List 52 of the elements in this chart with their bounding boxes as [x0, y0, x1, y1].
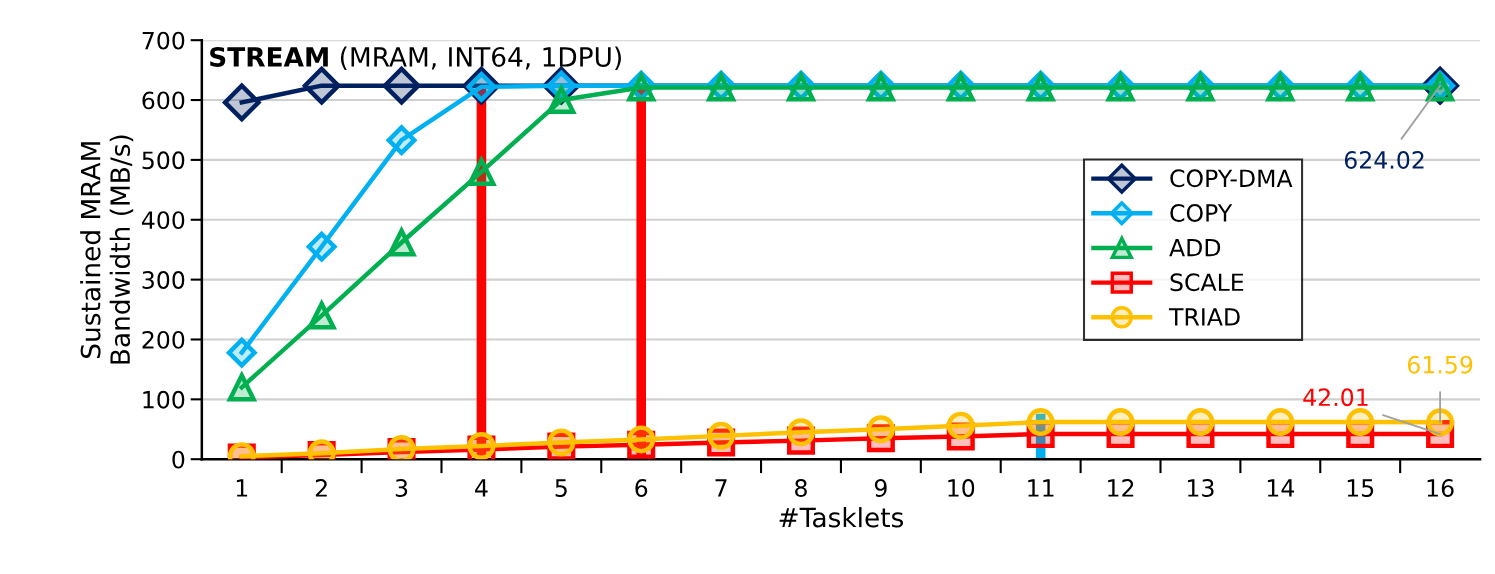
y-tick-label: 700: [142, 31, 185, 50]
y-axis-title: Sustained MRAM Bandwidth (MB/s): [80, 135, 134, 364]
x-tick-label: 7: [715, 479, 727, 497]
annotation: 42.01: [1303, 388, 1368, 407]
point: [386, 125, 417, 156]
point: [1426, 408, 1455, 437]
point: [1346, 408, 1375, 437]
x-tick-label: 6: [635, 479, 648, 497]
legend-label: SCALE: [1170, 273, 1244, 292]
point: [302, 66, 341, 105]
x-tick-label: 1: [236, 479, 248, 497]
x-tick-label: 16: [1427, 479, 1454, 497]
chart-title: STREAM (MRAM, INT64, 1DPU): [210, 46, 621, 70]
x-tick-label: 3: [395, 479, 408, 497]
y-tick-label: 600: [142, 91, 185, 110]
point: [786, 418, 816, 447]
legend-label: COPY: [1170, 204, 1233, 222]
x-tick-label: 12: [1108, 479, 1134, 497]
point: [866, 415, 895, 444]
x-tick-label: 13: [1188, 479, 1214, 497]
point: [467, 155, 497, 186]
y-tick-label: 200: [142, 330, 185, 349]
point: [1186, 408, 1215, 437]
x-tick-label: 11: [1028, 479, 1054, 497]
x-tick-label: 5: [555, 479, 567, 497]
annotation: 61.59: [1407, 355, 1473, 374]
point: [946, 411, 975, 440]
y-tick-label: 300: [142, 271, 185, 289]
point: [222, 83, 261, 122]
point: [1106, 408, 1135, 437]
x-tick-label: 4: [475, 479, 488, 497]
y-tick-label: 500: [142, 151, 185, 170]
point: [306, 231, 337, 262]
point: [707, 421, 736, 450]
x-tick-label: 14: [1267, 479, 1295, 497]
point: [1266, 408, 1295, 437]
x-tick-label: 2: [315, 479, 327, 497]
y-tick-label: 0: [172, 450, 185, 469]
point: [627, 425, 656, 454]
x-tick-label: 9: [874, 479, 887, 497]
legend-label: COPY-DMA: [1170, 169, 1293, 188]
x-tick-label: 10: [948, 479, 975, 497]
annotation: 624.02: [1344, 151, 1424, 169]
x-axis-title: #Tasklets: [779, 507, 904, 528]
x-tick-label: 15: [1347, 479, 1374, 497]
point: [1026, 408, 1055, 437]
legend-label: TRIAD: [1168, 308, 1240, 326]
point: [226, 337, 257, 368]
y-tick-label: 400: [141, 211, 185, 230]
legend-label: ADD: [1169, 238, 1221, 257]
y-tick-label: 100: [143, 390, 185, 409]
x-tick-label: 8: [795, 479, 807, 497]
